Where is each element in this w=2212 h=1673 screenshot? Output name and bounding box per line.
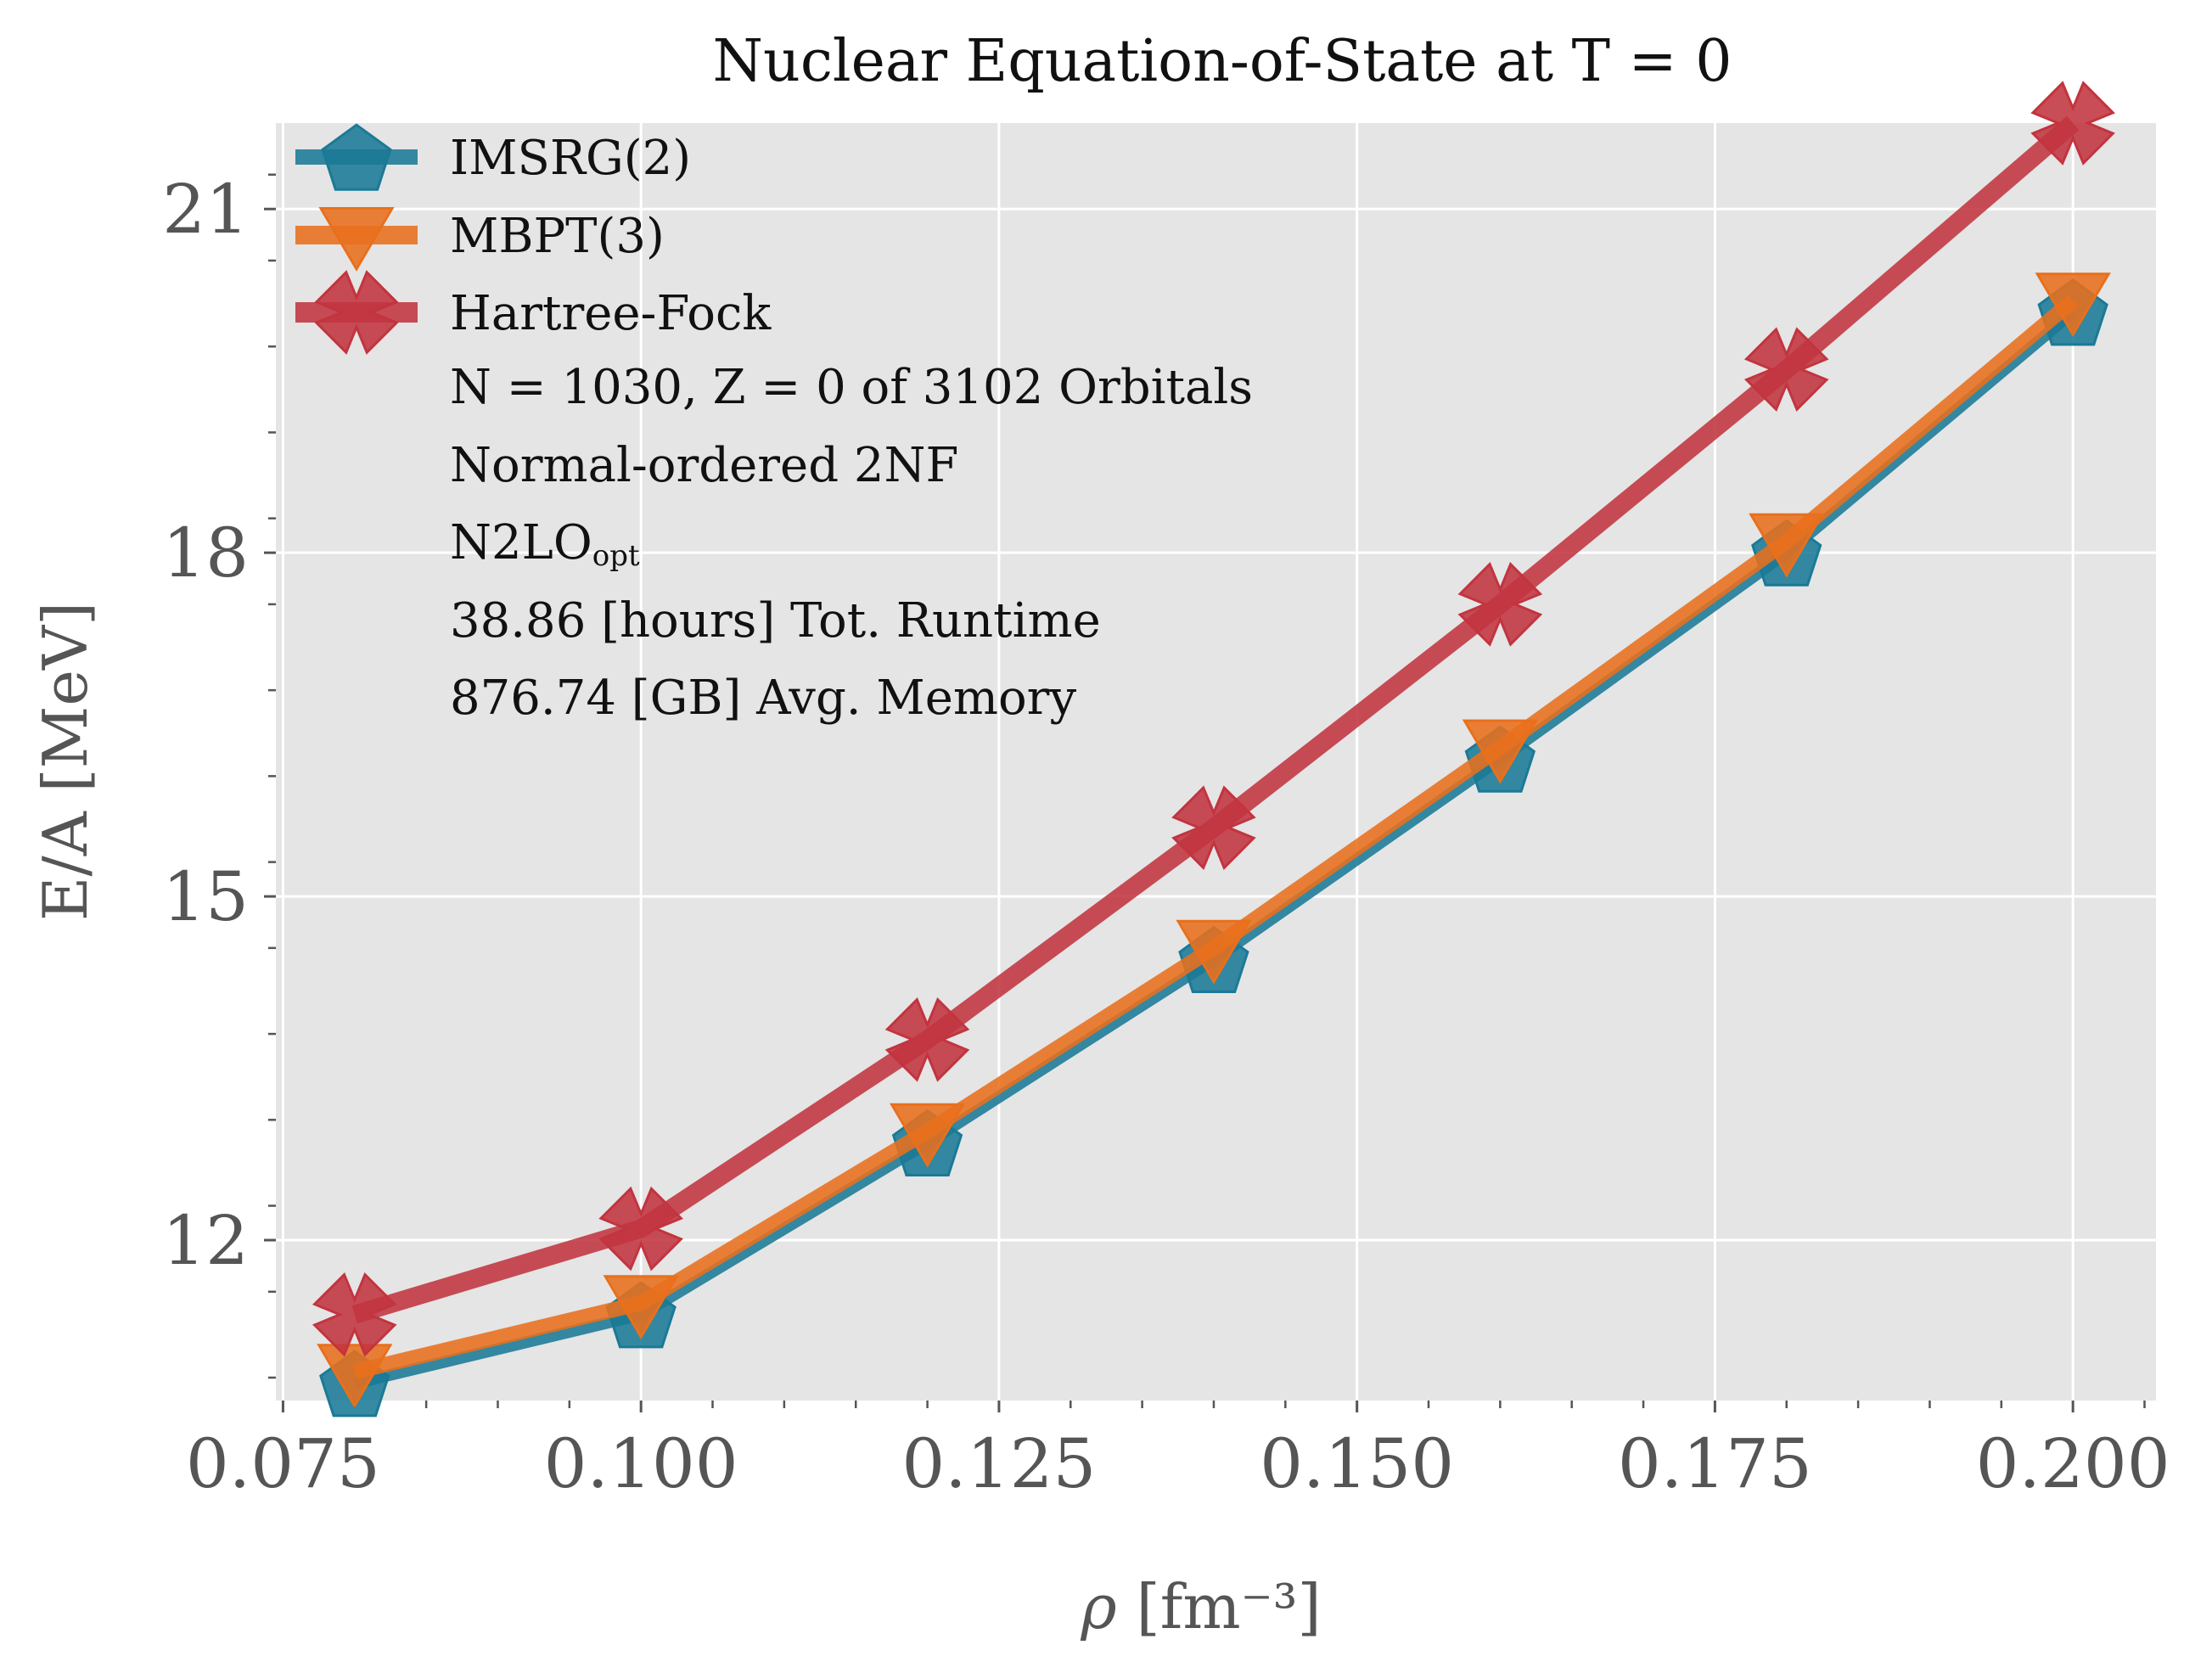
x-tick-label: 0.100: [544, 1424, 738, 1503]
annotation-subscript: opt: [592, 539, 640, 573]
x-tick-label: 0.200: [1976, 1424, 2170, 1503]
legend-marker: [314, 270, 399, 355]
data-point: [317, 1344, 393, 1409]
data-point: [312, 1272, 397, 1357]
data-point: [1171, 785, 1256, 870]
y-tick-label: 18: [162, 514, 249, 592]
x-tick-label: 0.075: [186, 1424, 380, 1503]
data-point: [598, 1186, 683, 1272]
data-point: [1743, 327, 1829, 413]
y-axis-label: E/A [MeV]: [30, 602, 101, 921]
x-tick-label: 0.150: [1260, 1424, 1454, 1503]
x-axis-label-unit: [fm⁻³]: [1117, 1571, 1322, 1642]
data-point: [2035, 272, 2111, 338]
series-group: [312, 81, 2115, 1418]
x-axis-label: ρ [fm⁻³]: [1080, 1571, 1321, 1642]
data-point: [884, 997, 970, 1082]
chart-title: Nuclear Equation-of-State at T = 0: [713, 28, 1732, 95]
plot-background: [276, 123, 2156, 1401]
data-point: [1457, 562, 1543, 647]
annotation-line: N = 1030, Z = 0 of 3102 Orbitals: [450, 360, 1253, 415]
y-tick-label: 12: [162, 1201, 249, 1280]
series-hartree-fock: [312, 81, 2115, 1357]
x-tick-label: 0.175: [1618, 1424, 1812, 1503]
y-tick-label: 15: [162, 857, 249, 936]
grid: [276, 123, 2156, 1401]
legend-label: IMSRG(2): [450, 131, 691, 186]
data-point: [2030, 81, 2115, 166]
x-axis-label-symbol: ρ: [1080, 1571, 1116, 1642]
data-point: [1176, 919, 1252, 985]
legend: IMSRG(2) MBPT(3) Hartree-Fock: [295, 123, 772, 355]
ticks: 0.075 0.100 0.125 0.150 0.175 0.200 12 15 18 21: [162, 170, 2170, 1503]
legend-label: Hartree-Fock: [450, 286, 772, 341]
annotation-line: 876.74 [GB] Avg. Memory: [450, 671, 1076, 726]
legend-label: MBPT(3): [450, 209, 665, 264]
series-mbpt-3-: [317, 272, 2111, 1409]
annotation-line: Normal-ordered 2NF: [450, 438, 958, 493]
x-tick-label: 0.125: [901, 1424, 1096, 1503]
legend-marker: [318, 207, 395, 272]
data-point: [1749, 513, 1825, 578]
legend-marker: [321, 123, 392, 191]
y-tick-label: 21: [162, 170, 249, 249]
data-point: [603, 1275, 679, 1340]
annotation-line: 38.86 [hours] Tot. Runtime: [450, 593, 1101, 648]
data-point: [1462, 719, 1539, 784]
data-point: [889, 1103, 966, 1168]
